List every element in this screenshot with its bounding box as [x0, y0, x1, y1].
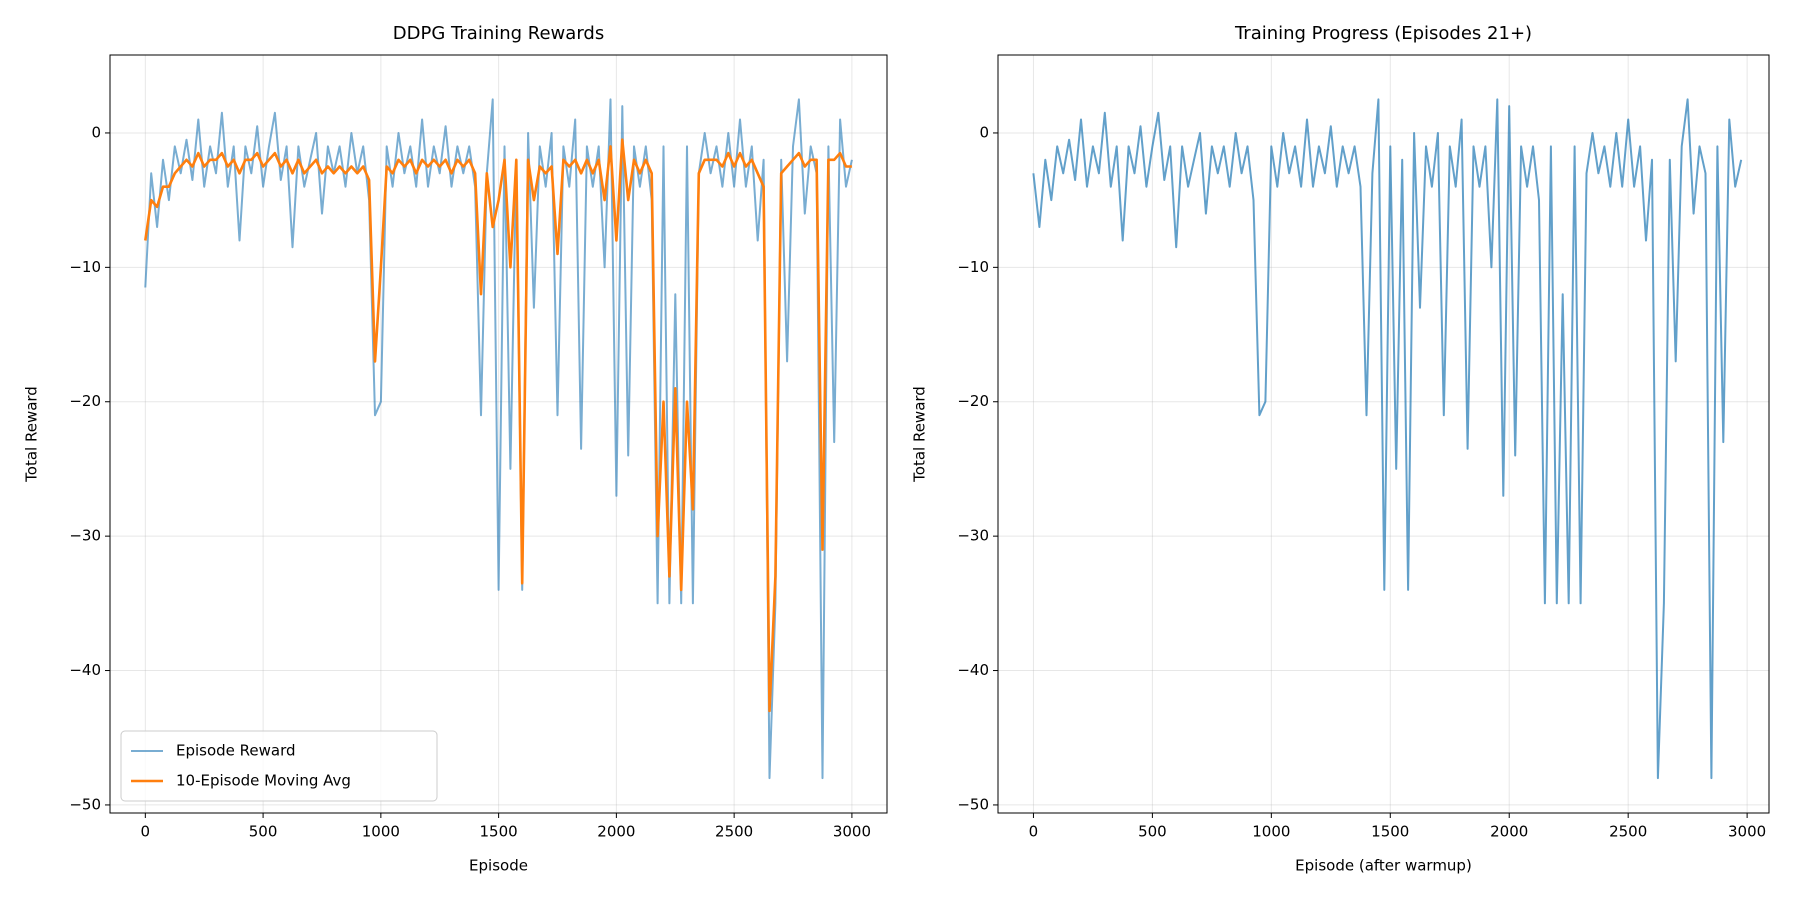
y-tick-label: 0: [979, 123, 989, 141]
x-tick-label: 500: [249, 823, 278, 841]
chart-title: Training Progress (Episodes 21+): [1234, 23, 1532, 44]
axes-frame: [109, 54, 888, 814]
x-tick-label: 3000: [1728, 823, 1766, 841]
x-tick-label: 1500: [1371, 823, 1409, 841]
x-tick-label: 2000: [597, 823, 635, 841]
x-tick-label: 1500: [480, 823, 518, 841]
y-tick-label: −20: [957, 392, 989, 410]
x-axis-label: Episode: [469, 857, 528, 875]
y-tick-label: −10: [957, 258, 989, 276]
legend-label: 10-Episode Moving Avg: [176, 772, 351, 790]
y-tick-label: −50: [69, 795, 101, 813]
y-tick-label: −40: [957, 661, 989, 679]
x-tick-label: 2500: [715, 823, 753, 841]
series-line: [144, 138, 852, 713]
legend-label: Episode Reward: [176, 742, 296, 760]
x-tick-label: 2500: [1609, 823, 1647, 841]
y-tick-label: −40: [69, 661, 101, 679]
x-tick-label: 1000: [1252, 823, 1290, 841]
y-tick-label: −30: [957, 527, 989, 545]
chart-title: DDPG Training Rewards: [393, 23, 604, 44]
y-tick-label: −10: [69, 258, 101, 276]
x-axis-label: Episode (after warmup): [1295, 857, 1472, 875]
legend-box: [120, 730, 438, 802]
y-tick-label: −30: [69, 527, 101, 545]
x-tick-label: 2000: [1490, 823, 1528, 841]
y-axis-label: Total Reward: [911, 386, 929, 483]
y-tick-label: 0: [91, 123, 101, 141]
x-tick-label: 500: [1138, 823, 1167, 841]
y-tick-label: −20: [69, 392, 101, 410]
series-line: [1032, 98, 1743, 780]
y-axis-label: Total Reward: [23, 386, 41, 483]
series-line: [144, 98, 853, 780]
axes-frame: [997, 54, 1770, 814]
x-tick-label: 0: [141, 823, 151, 841]
x-tick-label: 1000: [362, 823, 400, 841]
x-tick-label: 3000: [833, 823, 871, 841]
x-tick-label: 0: [1029, 823, 1039, 841]
y-tick-label: −50: [957, 795, 989, 813]
